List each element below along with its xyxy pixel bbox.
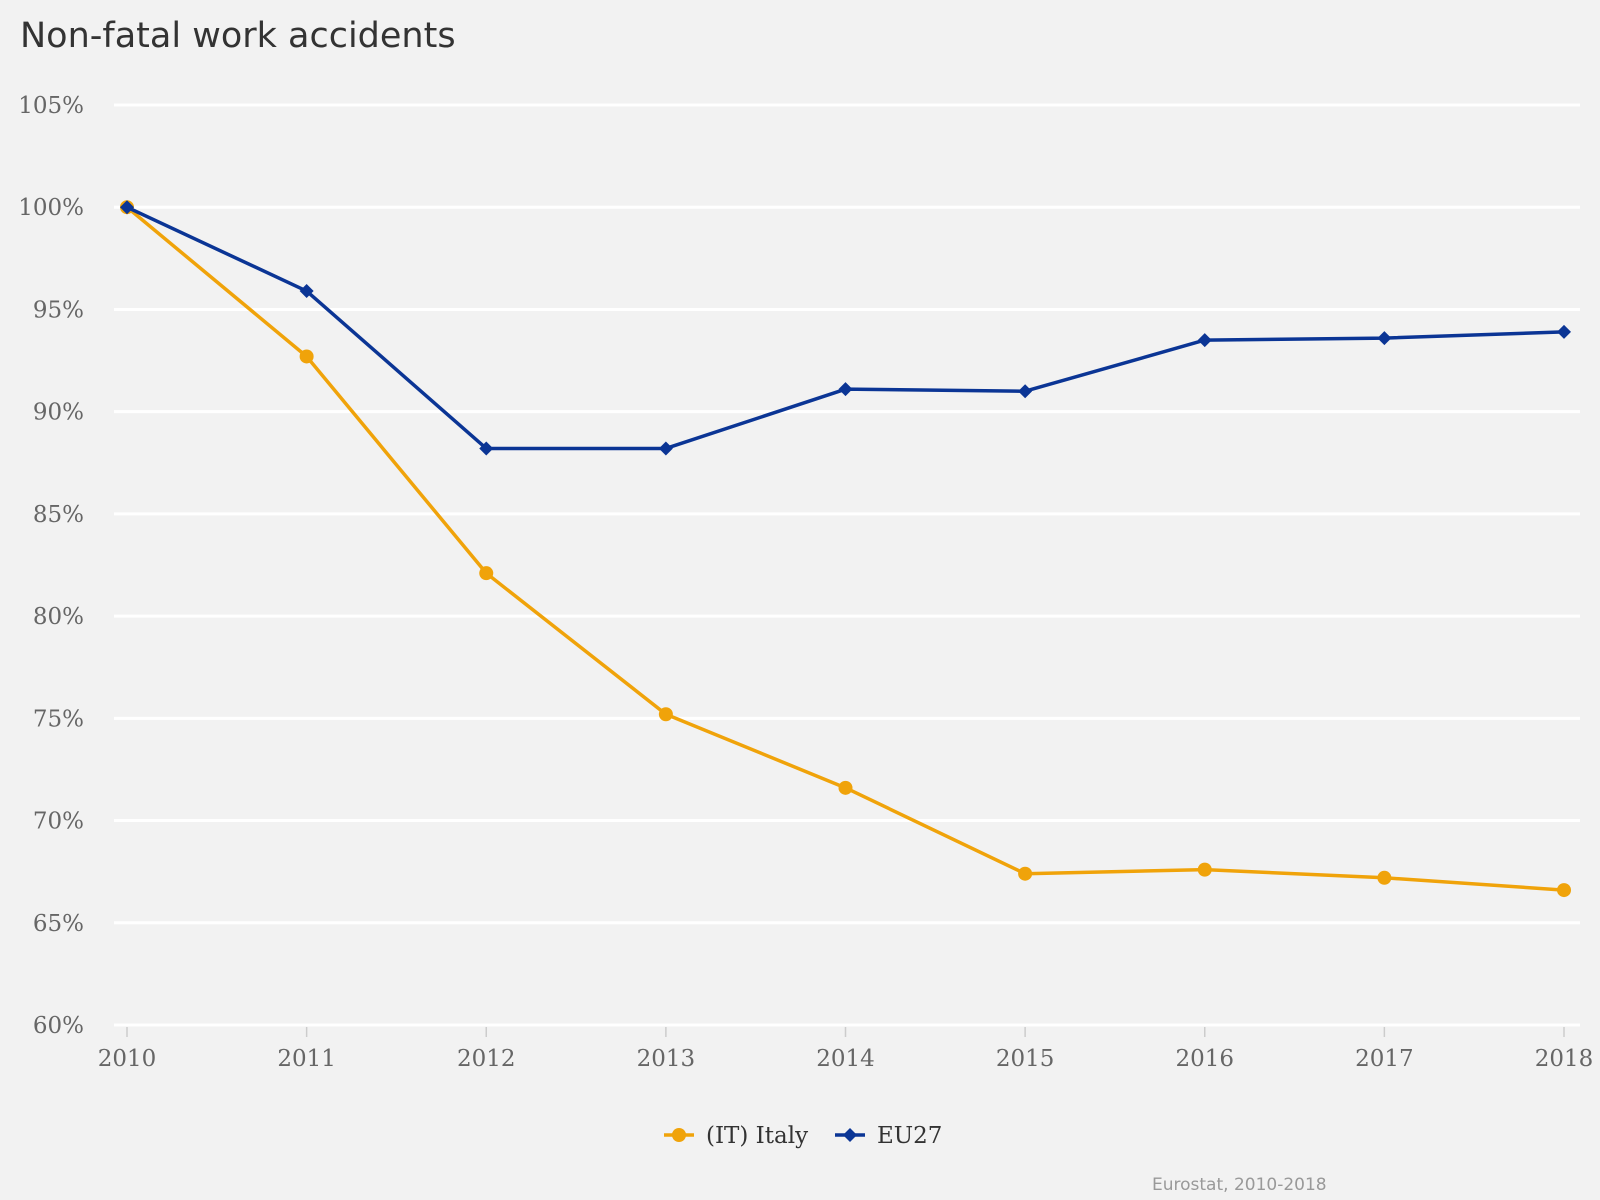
data-point-eu27-2010[interactable] (120, 200, 134, 215)
y-tick-label: 95% (33, 297, 84, 323)
data-point-eu27-2013[interactable] (658, 441, 673, 456)
legend[interactable]: (IT) Italy EU27 (664, 1123, 942, 1149)
y-tick-label: 60% (33, 1013, 84, 1039)
x-tick-label: 2011 (277, 1046, 336, 1072)
data-point-it-italy-2016[interactable] (1197, 862, 1212, 877)
y-tick-label: 100% (18, 195, 84, 221)
series-eu27 (120, 200, 1571, 456)
data-point-eu27-2017[interactable] (1377, 331, 1392, 346)
x-tick-label: 2014 (816, 1046, 875, 1072)
y-tick-label: 80% (33, 604, 84, 630)
series-layer (120, 200, 1571, 898)
y-axis: 60% 65% 70% 75% 80% 85% 90% 95% 100% 105% (18, 93, 84, 1039)
y-tick-label: 70% (33, 809, 84, 835)
y-tick-label: 85% (33, 502, 84, 528)
chart-title: Non-fatal work accidents (20, 16, 456, 56)
grid-layer (114, 103, 1580, 1027)
data-point-eu27-2012[interactable] (479, 441, 494, 456)
x-tick-label: 2017 (1355, 1046, 1414, 1072)
legend-item-it-italy[interactable]: (IT) Italy (664, 1123, 808, 1149)
data-point-eu27-2011[interactable] (299, 284, 314, 299)
x-tick-label: 2016 (1175, 1046, 1234, 1072)
legend-label: EU27 (877, 1123, 942, 1149)
data-point-it-italy-2017[interactable] (1377, 870, 1392, 885)
legend-marker-diamond[interactable] (843, 1128, 857, 1142)
x-tick-label: 2018 (1535, 1046, 1594, 1072)
y-tick-label: 75% (33, 706, 84, 732)
data-point-eu27-2014[interactable] (838, 382, 853, 397)
data-point-eu27-2016[interactable] (1197, 333, 1212, 348)
legend-marker-circle[interactable] (672, 1128, 686, 1142)
x-tick-label: 2015 (996, 1046, 1055, 1072)
data-point-it-italy-2011[interactable] (299, 349, 314, 364)
data-point-it-italy-2014[interactable] (838, 780, 853, 795)
data-point-it-italy-2015[interactable] (1018, 866, 1033, 881)
x-tick-label: 2012 (457, 1046, 516, 1072)
series-it-italy (120, 200, 1571, 898)
data-point-it-italy-2012[interactable] (479, 566, 494, 581)
y-tick-label: 105% (18, 93, 84, 119)
data-point-eu27-2015[interactable] (1018, 384, 1033, 399)
data-point-eu27-2018[interactable] (1557, 324, 1571, 339)
source-credit: Eurostat, 2010-2018 (1152, 1175, 1327, 1195)
data-point-it-italy-2013[interactable] (658, 707, 673, 722)
data-point-it-italy-2018[interactable] (1557, 883, 1571, 898)
legend-item-eu27[interactable]: EU27 (835, 1123, 942, 1149)
x-tick-label: 2010 (98, 1046, 157, 1072)
y-tick-label: 65% (33, 911, 84, 937)
legend-label: (IT) Italy (706, 1123, 808, 1149)
x-axis: 2010 2011 2012 2013 2014 2015 2016 2017 2018 (98, 1027, 1594, 1072)
y-tick-label: 90% (33, 400, 84, 426)
x-tick-label: 2013 (637, 1046, 696, 1072)
